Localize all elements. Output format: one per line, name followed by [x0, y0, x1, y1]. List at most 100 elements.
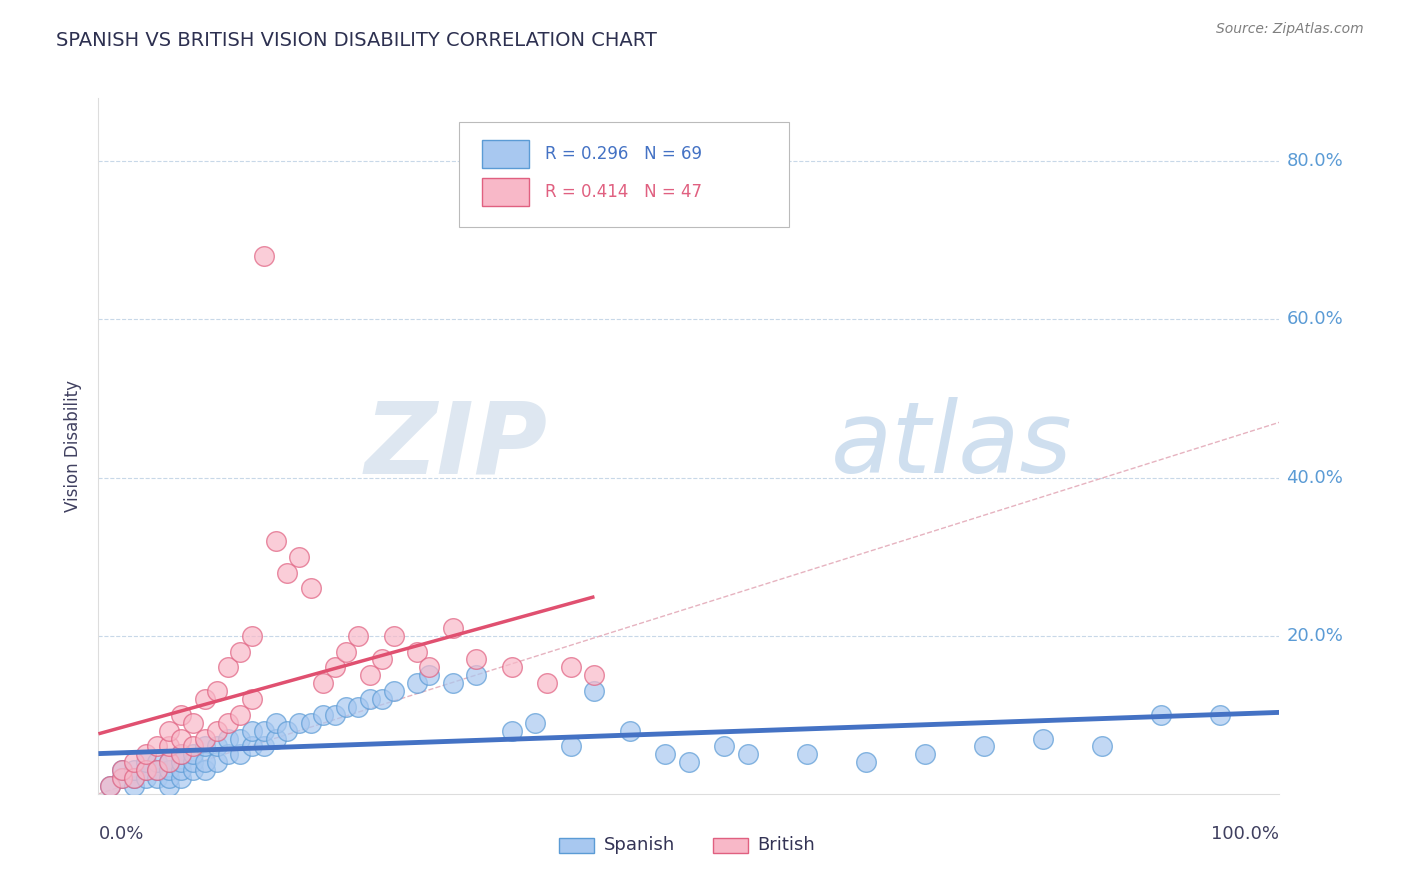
Point [441, 676, 464, 690]
Point [170, 747, 193, 762]
Point [654, 747, 676, 762]
Point [359, 692, 381, 706]
Point [229, 644, 252, 658]
Point [111, 771, 134, 785]
Point [737, 747, 759, 762]
Point [157, 723, 180, 738]
Point [1032, 731, 1054, 746]
Point [264, 715, 287, 730]
Point [382, 684, 405, 698]
Point [157, 756, 180, 770]
Point [157, 779, 180, 793]
Point [264, 731, 287, 746]
Point [312, 676, 335, 690]
Text: 100.0%: 100.0% [1212, 825, 1279, 843]
Point [583, 684, 606, 698]
Point [347, 629, 370, 643]
Point [347, 699, 370, 714]
Point [276, 723, 298, 738]
Point [181, 763, 204, 777]
Point [122, 771, 145, 785]
Point [973, 739, 995, 754]
Point [1091, 739, 1114, 754]
Bar [482, 140, 530, 168]
Point [157, 763, 180, 777]
Point [111, 771, 134, 785]
Text: Spanish: Spanish [605, 837, 675, 855]
Point [536, 676, 558, 690]
Point [288, 549, 311, 564]
Point [583, 668, 606, 682]
Point [111, 763, 134, 777]
Point [240, 739, 263, 754]
Point [323, 707, 346, 722]
Point [135, 756, 157, 770]
Point [229, 707, 252, 722]
Point [371, 692, 394, 706]
Point [194, 756, 217, 770]
Point [146, 771, 169, 785]
Text: atlas: atlas [831, 398, 1073, 494]
FancyBboxPatch shape [458, 122, 789, 227]
Point [181, 739, 204, 754]
Point [135, 763, 157, 777]
Point [205, 756, 228, 770]
Text: 0.0%: 0.0% [98, 825, 143, 843]
Point [288, 715, 311, 730]
Point [122, 763, 145, 777]
Text: 60.0%: 60.0% [1286, 310, 1343, 328]
Point [229, 731, 252, 746]
Text: 20.0%: 20.0% [1286, 627, 1343, 645]
Text: ZIP: ZIP [364, 398, 547, 494]
Point [181, 715, 204, 730]
Point [170, 731, 193, 746]
Point [323, 660, 346, 674]
Point [135, 771, 157, 785]
Point [194, 731, 217, 746]
Point [229, 747, 252, 762]
Point [335, 699, 357, 714]
Point [122, 779, 145, 793]
Point [1209, 707, 1232, 722]
Point [98, 779, 121, 793]
Point [217, 715, 239, 730]
Point [855, 756, 877, 770]
Text: R = 0.414   N = 47: R = 0.414 N = 47 [546, 183, 702, 201]
Point [299, 582, 322, 596]
Point [371, 652, 394, 666]
Point [240, 629, 263, 643]
Point [713, 739, 735, 754]
Point [264, 533, 287, 548]
Point [217, 747, 239, 762]
Point [382, 629, 405, 643]
Point [418, 660, 440, 674]
Point [170, 756, 193, 770]
Text: 40.0%: 40.0% [1286, 468, 1343, 487]
Point [146, 763, 169, 777]
Point [122, 771, 145, 785]
Point [217, 731, 239, 746]
Point [418, 668, 440, 682]
Point [146, 756, 169, 770]
Point [359, 668, 381, 682]
Point [560, 660, 582, 674]
Point [253, 739, 276, 754]
Point [205, 684, 228, 698]
Point [170, 763, 193, 777]
Point [299, 715, 322, 730]
Point [135, 763, 157, 777]
Text: R = 0.296   N = 69: R = 0.296 N = 69 [546, 145, 702, 162]
Point [181, 756, 204, 770]
Point [406, 676, 429, 690]
Point [560, 739, 582, 754]
Point [1150, 707, 1173, 722]
Point [465, 668, 488, 682]
Text: 80.0%: 80.0% [1286, 153, 1343, 170]
Point [146, 739, 169, 754]
Point [170, 771, 193, 785]
Point [135, 747, 157, 762]
Bar [560, 838, 595, 853]
Point [146, 763, 169, 777]
Point [501, 660, 523, 674]
Point [465, 652, 488, 666]
